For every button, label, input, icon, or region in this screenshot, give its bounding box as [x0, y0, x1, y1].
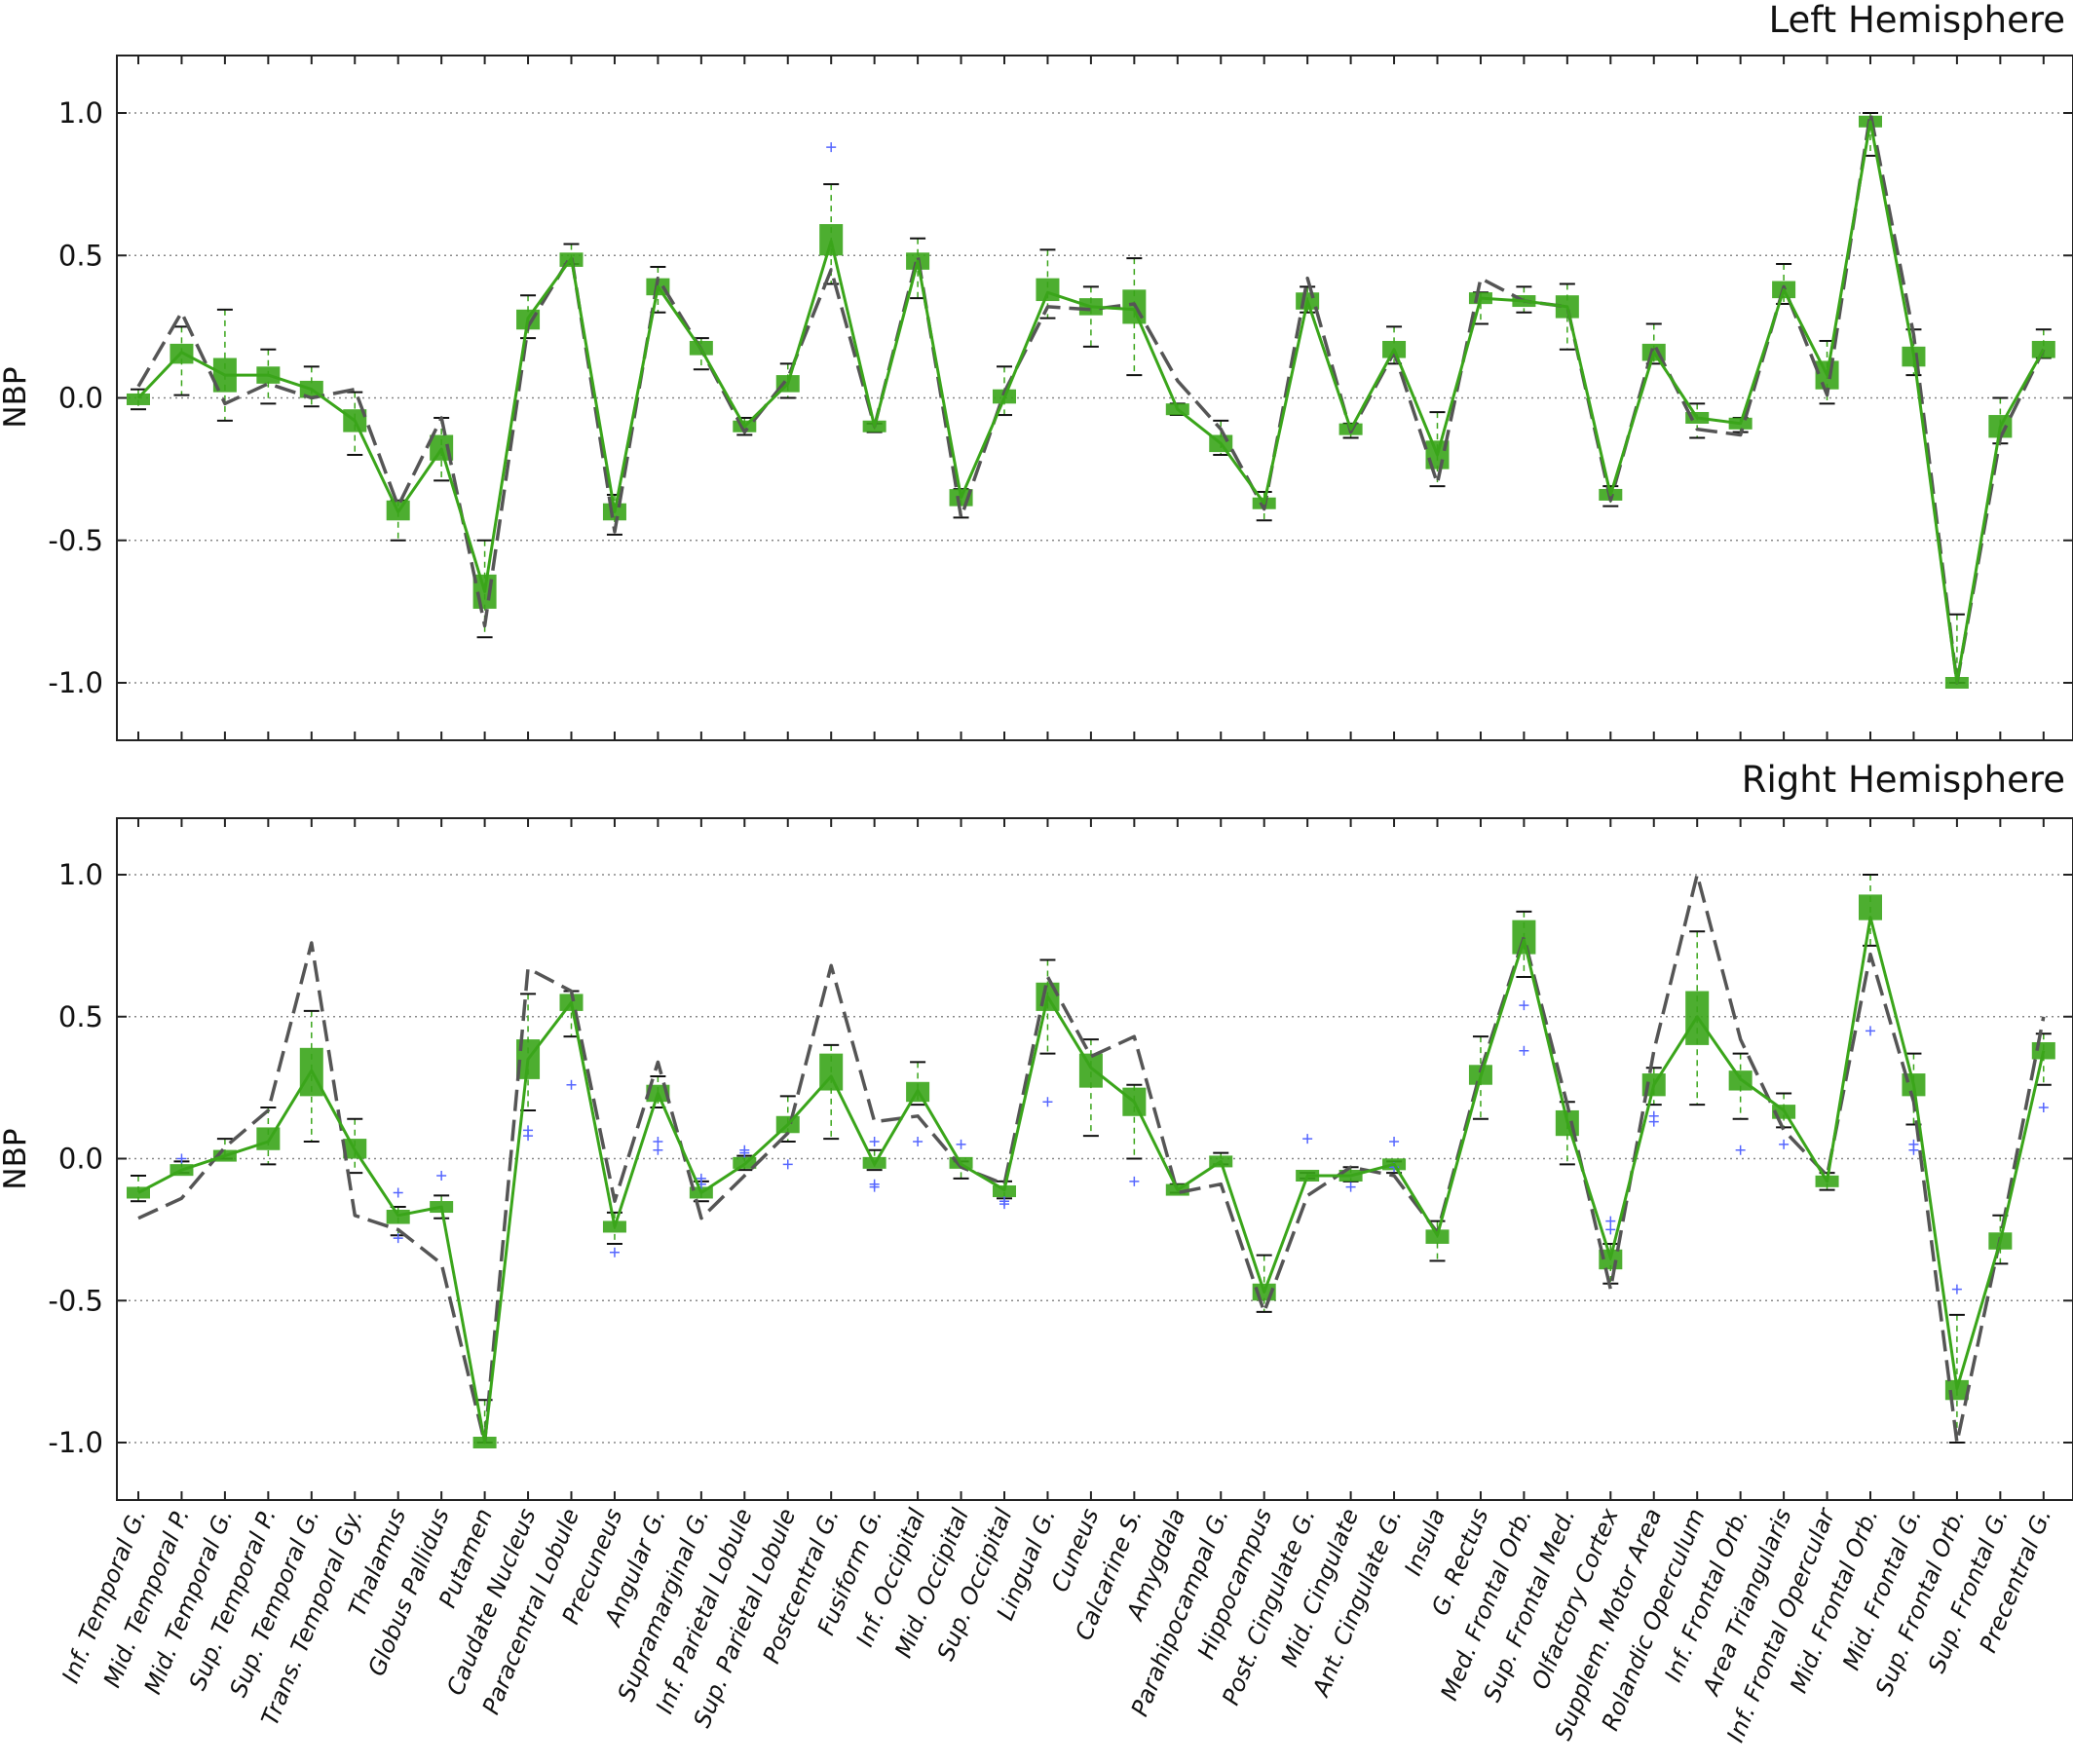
outlier-marker [1519, 1045, 1529, 1056]
outlier-marker [1129, 1176, 1140, 1186]
lines-left [136, 111, 2046, 685]
x-axis-category-labels: Inf. Temporal G.Mid. Temporal P.Mid. Tem… [57, 1503, 2056, 1746]
y-ticks-left: 1.0 0.5 0.0 -0.5 -1.0 [48, 96, 2073, 699]
outlier-marker [1908, 1145, 1919, 1155]
outlier-marker [1042, 1097, 1053, 1107]
outlier-marker [176, 1153, 187, 1164]
median-line [136, 120, 2046, 685]
box [127, 393, 150, 405]
outlier-marker [1389, 1137, 1400, 1147]
outlier-marker [913, 1137, 923, 1147]
panel-title-right: Right Hemisphere [1742, 759, 2065, 801]
outlier-marker [826, 142, 837, 153]
y-tick-label: -0.5 [48, 524, 103, 557]
y-tick-label: -1.0 [48, 1426, 103, 1459]
y-tick-label: -0.5 [48, 1284, 103, 1317]
reference-line [136, 111, 2046, 685]
outlier-marker [653, 1145, 663, 1155]
panel-left-hemisphere: Left Hemisphere NBP 1.0 0.5 0.0 -0.5 -1.0 [0, 0, 2073, 741]
y-tick-label: 1.0 [58, 96, 103, 130]
outlier-marker [523, 1131, 534, 1142]
y-tick-label: 0.5 [58, 239, 103, 272]
y-ticks-right: 1.0 0.5 0.0 -0.5 -1.0 [48, 858, 2073, 1459]
boxes-right [127, 874, 2055, 1448]
outlier-marker [869, 1137, 880, 1147]
y-tick-label: 1.0 [58, 858, 103, 891]
outlier-marker [1866, 1026, 1875, 1036]
y-axis-label-right: NBP [0, 1128, 33, 1189]
x-ticks-left [137, 56, 2045, 740]
outlier-marker [869, 1182, 880, 1192]
box [2031, 341, 2055, 358]
outlier-marker [1519, 1000, 1529, 1011]
outlier-marker [1605, 1224, 1616, 1235]
grid-lines-left [117, 112, 2073, 684]
outlier-marker [1951, 1284, 1962, 1295]
box [1078, 1053, 1103, 1088]
outlier-marker [1345, 1182, 1356, 1192]
y-axis-label-left: NBP [0, 366, 33, 428]
grid-lines-right [117, 874, 2073, 1444]
lines-right [137, 873, 2046, 1445]
y-tick-label: 0.0 [58, 382, 103, 415]
outlier-marker [999, 1199, 1009, 1210]
y-tick-label: 0.0 [58, 1143, 103, 1176]
outlier-marker [393, 1187, 403, 1198]
box [1036, 278, 1060, 302]
plot-frame-right [116, 817, 2073, 1501]
outlier-marker [1302, 1134, 1313, 1145]
y-tick-label: 0.5 [58, 1000, 103, 1033]
outlier-marker [782, 1159, 793, 1170]
panel-right-hemisphere: Right Hemisphere NBP 1.0 0.5 0.0 -0.5 -1.0 [0, 759, 2073, 1501]
outlier-marker [1779, 1139, 1790, 1149]
median-line [137, 916, 2046, 1445]
outlier-marker [2038, 1103, 2049, 1113]
outlier-marker [1735, 1145, 1746, 1155]
plot-frame-left [116, 55, 2073, 741]
x-ticks-right [137, 818, 2045, 1500]
outlier-marker [609, 1247, 620, 1257]
outlier-marker [393, 1233, 403, 1244]
outlier-marker [1648, 1116, 1659, 1127]
outlier-marker [956, 1139, 966, 1149]
outlier-marker [739, 1147, 750, 1158]
outlier-marker [436, 1170, 447, 1181]
outlier-marker [653, 1137, 663, 1147]
panel-title-left: Left Hemisphere [1769, 0, 2065, 41]
boxes-left [127, 112, 2055, 689]
reference-line [137, 873, 2046, 1445]
outlier-marker [1605, 1216, 1616, 1226]
box [1512, 920, 1536, 955]
outlier-marker [566, 1079, 577, 1090]
y-tick-label: -1.0 [48, 666, 103, 699]
